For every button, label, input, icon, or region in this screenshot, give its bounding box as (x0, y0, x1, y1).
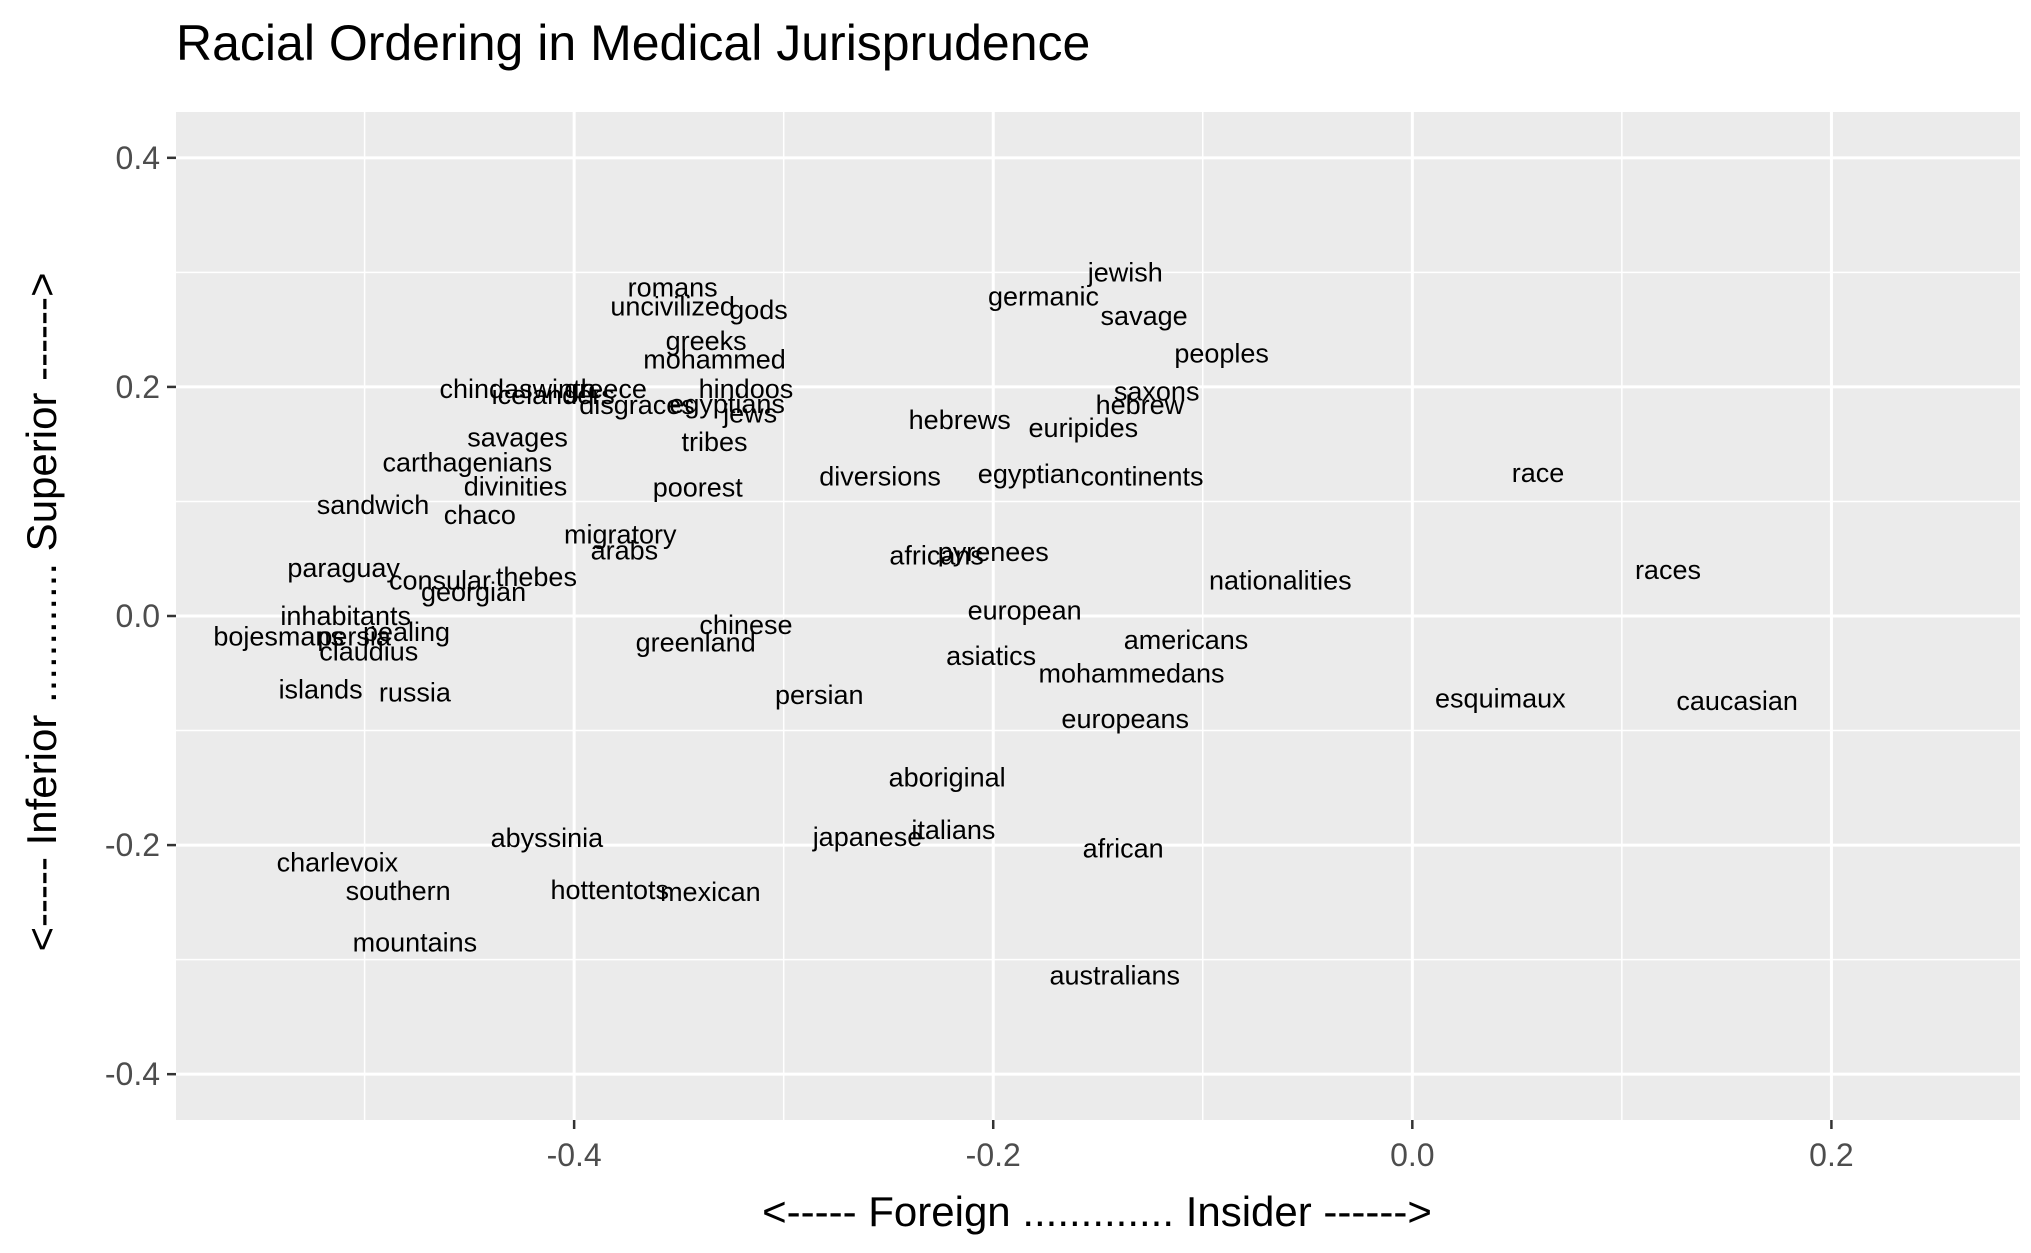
point-label: chaco (444, 500, 516, 530)
point-label: jews (722, 398, 777, 428)
point-label: mountains (353, 927, 478, 957)
point-label: peoples (1174, 339, 1269, 369)
point-label: paraguay (287, 553, 400, 583)
point-label: poorest (653, 473, 744, 503)
point-label: claudius (319, 637, 418, 667)
point-label: saxons (1114, 376, 1200, 406)
point-label: arabs (591, 536, 659, 566)
point-label: african (1083, 834, 1164, 864)
point-label: jewish (1087, 257, 1163, 287)
point-label: africans (889, 540, 984, 570)
point-label: euripides (1029, 413, 1139, 443)
y-tick-label: -0.4 (105, 1056, 160, 1092)
point-label: charlevoix (277, 847, 399, 877)
point-label: caucasian (1676, 686, 1798, 716)
x-axis-title: <----- Foreign ............. Insider ---… (762, 1188, 1432, 1235)
point-label: icelanders (492, 380, 615, 410)
point-label: chindaswinth (440, 374, 596, 404)
point-label: bojesmans (213, 622, 344, 652)
point-label: race (1512, 458, 1565, 488)
point-label: greece (564, 374, 647, 404)
x-tick-label: 0.0 (1390, 1137, 1434, 1173)
point-label: greenland (636, 627, 756, 657)
point-label: nationalities (1209, 565, 1352, 595)
point-label: pyrenees (938, 537, 1049, 567)
point-label: islands (279, 674, 363, 704)
y-axis-title: <----- Inferior ............ Superior --… (18, 272, 65, 951)
point-label: europeans (1061, 704, 1189, 734)
point-label: georgian (421, 577, 526, 607)
chart-title: Racial Ordering in Medical Jurisprudence (176, 15, 1090, 71)
point-label: hebrews (909, 405, 1011, 435)
x-tick-label: -0.4 (547, 1137, 602, 1173)
point-label: japanese (812, 822, 923, 852)
point-label: divinities (464, 472, 568, 502)
point-label: pealing (363, 617, 450, 647)
grid-lines (176, 112, 2020, 1120)
y-tick-label: 0.4 (116, 140, 160, 176)
point-label: gods (729, 295, 788, 325)
point-label: asiatics (946, 641, 1036, 671)
point-label: savage (1101, 301, 1188, 331)
point-label: abyssinia (491, 823, 605, 853)
point-label: germanic (988, 281, 1099, 311)
point-label: australians (1049, 961, 1180, 991)
point-label: mohammedans (1038, 658, 1224, 688)
point-label: races (1635, 555, 1701, 585)
point-label: hindoos (699, 374, 794, 404)
y-tick-label: 0.0 (116, 598, 160, 634)
point-label: inhabitants (280, 601, 411, 631)
point-label: carthagenians (382, 448, 552, 478)
point-label: italians (911, 815, 995, 845)
point-label: romans (628, 272, 718, 302)
point-label: chinese (699, 610, 792, 640)
point-label: persian (775, 680, 864, 710)
point-label: diversions (819, 461, 941, 491)
point-label: greeks (666, 326, 747, 356)
point-label: esquimaux (1435, 683, 1566, 713)
x-tick-label: 0.2 (1809, 1137, 1853, 1173)
point-label: migratory (564, 520, 677, 550)
point-label: savages (467, 422, 568, 452)
point-label: mohammed (643, 344, 786, 374)
point-label: european (968, 595, 1082, 625)
point-label: persia (317, 622, 392, 652)
point-label: sandwich (317, 490, 430, 520)
point-label: egyptian (978, 459, 1080, 489)
point-label: aboriginal (889, 763, 1006, 793)
y-tick-label: -0.2 (105, 827, 160, 863)
point-label: uncivilized (610, 292, 735, 322)
point-label: consular (389, 565, 491, 595)
y-tick-label: 0.2 (116, 369, 160, 405)
point-label: americans (1124, 625, 1249, 655)
x-tick-label: -0.2 (966, 1137, 1021, 1173)
point-label: tribes (682, 427, 748, 457)
axis-ticks: -0.4 -0.2 0.0 0.2 -0.4 -0.2 0.0 0.2 0.4 (105, 140, 1854, 1173)
point-label: egyptians (669, 389, 785, 419)
point-label: hebrew (1096, 390, 1185, 420)
point-label: continents (1080, 461, 1203, 491)
point-label: disgraces (579, 390, 695, 420)
point-label: southern (346, 876, 451, 906)
point-label: russia (379, 678, 452, 708)
point-label: mexican (660, 877, 761, 907)
point-label: thebes (496, 562, 577, 592)
point-label: hottentots (550, 875, 669, 905)
